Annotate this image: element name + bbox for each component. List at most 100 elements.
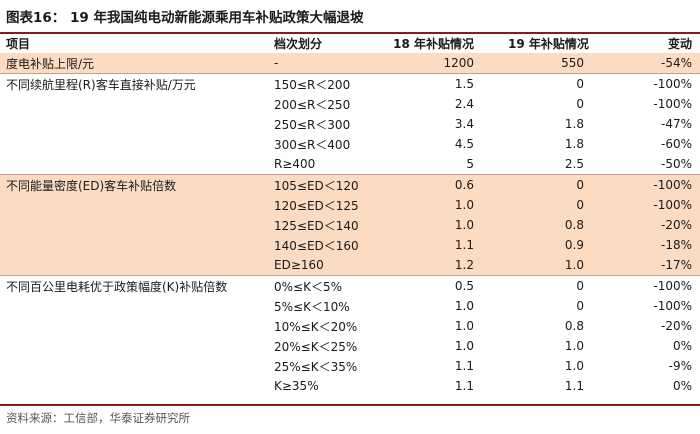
table-row: 10%≤K＜20% 1.0 0.8 -20% (0, 316, 700, 336)
cell-item (0, 235, 272, 255)
cell-2019: 550 (508, 53, 620, 74)
cell-2019: 1.8 (564, 137, 584, 151)
cell-change: -100% (620, 174, 700, 195)
cell-tier: 5%≤K＜10% (274, 299, 350, 314)
cell-item (0, 94, 272, 114)
cell-tier: 10%≤K＜20% (274, 319, 358, 334)
cell-tier: 140≤ED＜160 (272, 235, 390, 255)
cell-change: 0% (672, 379, 692, 393)
table-row: 不同能量密度(ED)客车补贴倍数 105≤ED＜120 0.6 0 -100% (0, 174, 700, 195)
cell-2019: 1.0 (508, 255, 620, 276)
cell-2018: 4.5 (454, 137, 474, 151)
cell-change: -9% (668, 359, 692, 373)
cell-2018: 1.0 (390, 215, 508, 235)
header-2019: 19 年补贴情况 (508, 37, 589, 51)
cell-tier: 150≤R＜200 (272, 73, 390, 94)
cell-2019: 1.0 (564, 339, 584, 353)
cell-tier: - (272, 53, 390, 74)
cell-tier: 300≤R＜400 (274, 137, 351, 152)
source-note: 资料来源：工信部，华泰证券研究所 (6, 411, 190, 425)
cell-item (0, 114, 272, 134)
cell-2019: 0 (576, 97, 584, 111)
cell-change: -20% (620, 215, 700, 235)
cell-tier: R≥400 (274, 157, 316, 171)
cell-item (0, 195, 272, 215)
cell-2019: 0.9 (508, 235, 620, 255)
header-change: 变动 (667, 37, 692, 51)
cell-tier: 125≤ED＜140 (272, 215, 390, 235)
cell-tier: ED≥160 (272, 255, 390, 276)
cell-item (0, 255, 272, 276)
cell-2019: 0 (508, 275, 620, 296)
header-2018: 18 年补贴情况 (393, 37, 474, 51)
cell-tier: 200≤R＜250 (274, 97, 351, 112)
cell-change: -18% (620, 235, 700, 255)
cell-tier: K≥35% (274, 379, 319, 393)
cell-item (0, 316, 272, 336)
cell-change: -100% (620, 73, 700, 94)
cell-change: 0% (672, 339, 692, 353)
cell-2018: 1.0 (390, 195, 508, 215)
cell-2018: 1.5 (390, 73, 508, 94)
cell-2018: 1.0 (454, 339, 474, 353)
cell-change: -100% (653, 299, 692, 313)
cell-item (0, 356, 272, 376)
cell-2018: 5 (466, 157, 474, 171)
cell-2019: 0 (576, 299, 584, 313)
cell-2019: 0 (508, 73, 620, 94)
cell-2019: 1.1 (564, 379, 584, 393)
table-row: 不同百公里电耗优于政策幅度(K)补贴倍数 0%≤K＜5% 0.5 0 -100% (0, 275, 700, 296)
table-row: K≥35% 1.1 1.1 0% (0, 376, 700, 396)
cell-change: -54% (620, 53, 700, 74)
cell-item (0, 296, 272, 316)
cell-change: -60% (660, 137, 692, 151)
table-row: 5%≤K＜10% 1.0 0 -100% (0, 296, 700, 316)
cell-item (0, 215, 272, 235)
table-row: 300≤R＜400 4.5 1.8 -60% (0, 134, 700, 154)
cell-tier: 120≤ED＜125 (272, 195, 390, 215)
cell-change: -100% (653, 97, 692, 111)
cell-2018: 1.2 (390, 255, 508, 276)
table-row: ED≥160 1.2 1.0 -17% (0, 255, 700, 276)
cell-item: 不同百公里电耗优于政策幅度(K)补贴倍数 (0, 275, 272, 296)
subsidy-table: 项目 档次划分 18 年补贴情况 19 年补贴情况 变动 度电补贴上限/元 - … (0, 34, 700, 396)
cell-2019: 0.8 (508, 215, 620, 235)
cell-2018: 1.1 (454, 379, 474, 393)
cell-2018: 1200 (390, 53, 508, 74)
cell-item: 不同续航里程(R)客车直接补贴/万元 (0, 73, 272, 94)
cell-tier: 250≤R＜300 (274, 117, 351, 132)
cell-item (0, 134, 272, 154)
table-row: 25%≤K＜35% 1.1 1.0 -9% (0, 356, 700, 376)
cell-item (0, 336, 272, 356)
table-row: R≥400 5 2.5 -50% (0, 154, 700, 175)
cell-item: 度电补贴上限/元 (0, 53, 272, 74)
cell-2018: 1.0 (454, 299, 474, 313)
cell-tier: 105≤ED＜120 (272, 174, 390, 195)
bottom-rule (0, 404, 700, 406)
cell-2018: 1.1 (454, 359, 474, 373)
cell-2018: 2.4 (454, 97, 474, 111)
cell-change: -50% (660, 157, 692, 171)
table-row: 度电补贴上限/元 - 1200 550 -54% (0, 53, 700, 74)
cell-item (0, 154, 272, 175)
cell-item (0, 376, 272, 396)
cell-2019: 1.0 (564, 359, 584, 373)
cell-change: -100% (620, 195, 700, 215)
cell-2019: 0 (508, 174, 620, 195)
cell-change: -47% (660, 117, 692, 131)
cell-2019: 0 (508, 195, 620, 215)
table-row: 120≤ED＜125 1.0 0 -100% (0, 195, 700, 215)
table-row: 140≤ED＜160 1.1 0.9 -18% (0, 235, 700, 255)
table-row: 不同续航里程(R)客车直接补贴/万元 150≤R＜200 1.5 0 -100% (0, 73, 700, 94)
cell-change: -17% (620, 255, 700, 276)
cell-tier: 0%≤K＜5% (272, 275, 390, 296)
cell-2018: 0.6 (390, 174, 508, 195)
cell-change: -100% (620, 275, 700, 296)
cell-tier: 25%≤K＜35% (274, 359, 358, 374)
table-row: 125≤ED＜140 1.0 0.8 -20% (0, 215, 700, 235)
table-row: 200≤R＜250 2.4 0 -100% (0, 94, 700, 114)
header-row: 项目 档次划分 18 年补贴情况 19 年补贴情况 变动 (0, 34, 700, 53)
cell-2018: 1.0 (454, 319, 474, 333)
figure-title: 图表16： 19 年我国纯电动新能源乘用车补贴政策大幅退坡 (6, 10, 364, 26)
cell-2019: 0.8 (564, 319, 584, 333)
